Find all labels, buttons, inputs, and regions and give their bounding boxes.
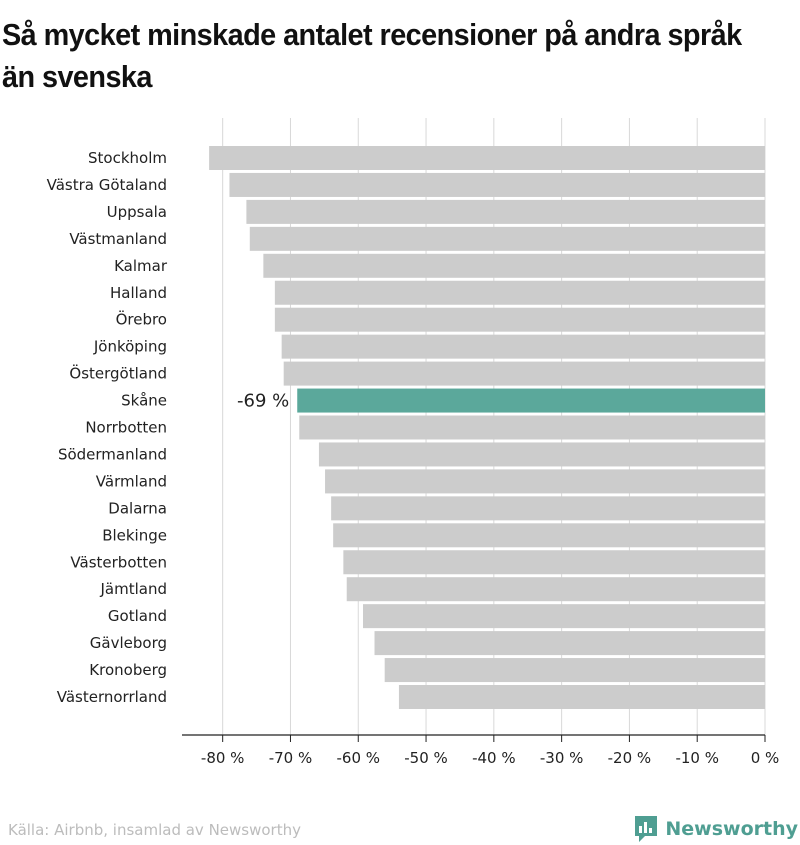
highlight-value-label: -69 % [237,391,289,412]
brand-name: Newsworthy [665,818,798,840]
category-label: Södermanland [58,445,167,463]
bars [209,146,765,709]
category-label: Värmland [96,472,167,490]
bar-stockholm [209,146,765,170]
bar-skåne [297,388,765,413]
bar-gävleborg [374,631,765,656]
category-label: Stockholm [88,149,167,167]
category-label: Uppsala [107,203,167,221]
x-tick-label: 0 % [751,749,780,767]
bar-chart: Stockholm Västra Götaland Uppsala Västmanla… [47,118,780,767]
bar-norrbotten [299,415,765,440]
bar-chart-icon [635,816,658,842]
x-tick-label: -40 % [472,749,516,767]
category-label: Halland [110,284,167,302]
bar-västra-götaland [229,172,765,197]
brand-logo: Newsworthy [633,814,798,844]
x-tick-label: -60 % [336,749,380,767]
bar-östergötland [283,361,765,386]
bar-västernorrland [398,685,765,709]
x-tick-label: -50 % [404,749,448,767]
data-labels: -69 % [237,391,289,412]
bar-örebro [274,307,765,332]
bar-jämtland [346,577,765,602]
category-label: Jämtland [100,580,168,598]
bar-västmanland [249,226,765,251]
category-label: Norrbotten [85,419,167,437]
bar-dalarna [331,496,765,521]
category-label: Gävleborg [90,634,167,652]
bar-kalmar [263,253,765,278]
x-tick-label: -10 % [675,749,719,767]
bar-uppsala [246,199,765,224]
bar-blekinge [333,523,765,548]
category-label: Dalarna [108,499,167,517]
bar-södermanland [318,442,765,467]
category-label: Västernorrland [57,688,167,706]
bar-kronoberg [384,658,765,683]
category-label: Västra Götaland [47,176,167,194]
x-tick-label: -20 % [608,749,652,767]
x-tick-label: -80 % [201,749,245,767]
category-label: Jönköping [93,338,167,356]
chart-title: Så mycket minskade antalet recensioner p… [2,17,742,94]
source-note: Källa: Airbnb, insamlad av Newsworthy [8,821,301,839]
category-label: Skåne [121,392,167,410]
bar-jönköping [281,334,765,359]
category-labels: Stockholm Västra Götaland Uppsala Västmanla… [47,149,168,706]
bar-gotland [363,604,765,629]
category-label: Örebro [116,310,167,329]
category-label: Västmanland [69,230,167,248]
category-label: Gotland [108,607,167,625]
category-label: Kronoberg [89,661,167,679]
bar-västerbotten [343,550,765,575]
x-tick-label: -70 % [269,749,313,767]
category-label: Västerbotten [70,553,167,571]
category-label: Kalmar [114,257,168,275]
bar-värmland [325,469,765,494]
category-label: Östergötland [69,364,167,383]
x-tick-label: -30 % [540,749,584,767]
x-axis: -80 % -70 % -60 % -50 % -40 % -30 % -20 % -10 %… [182,734,780,767]
category-label: Blekinge [102,526,167,544]
bar-halland [274,280,765,305]
